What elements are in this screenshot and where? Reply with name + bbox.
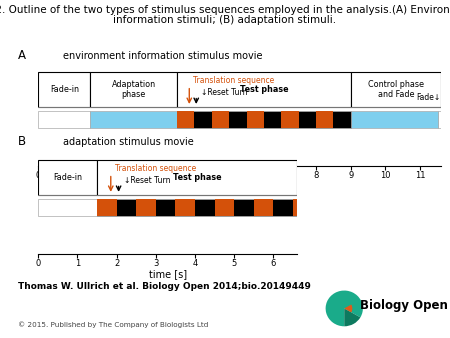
Text: adaptation stimulus movie: adaptation stimulus movie [63, 137, 194, 147]
Text: ↓Reset Turn: ↓Reset Turn [201, 88, 247, 97]
Text: Fade↓: Fade↓ [417, 93, 441, 102]
Bar [97, 199, 117, 216]
Text: Fig. 2. Outline of the two types of stimulus sequences employed in the analysis.: Fig. 2. Outline of the two types of stim… [0, 5, 450, 15]
Bar [293, 199, 297, 216]
Bar [90, 111, 177, 128]
Text: Biology Open: Biology Open [360, 299, 448, 312]
Bar [97, 160, 297, 195]
Text: ↓Reset Turn: ↓Reset Turn [124, 176, 170, 185]
Text: Translation sequence: Translation sequence [193, 76, 274, 85]
X-axis label: time [s]: time [s] [220, 182, 259, 192]
Text: Fade-in: Fade-in [50, 85, 79, 94]
Bar [351, 72, 441, 107]
Bar [176, 199, 195, 216]
Bar [136, 199, 156, 216]
Bar [212, 111, 229, 128]
Bar [38, 160, 97, 195]
X-axis label: time [s]: time [s] [148, 269, 187, 280]
Bar [351, 111, 437, 128]
Bar [247, 111, 264, 128]
Text: Adaptation
phase: Adaptation phase [112, 80, 156, 99]
Bar [177, 111, 351, 128]
Bar [254, 199, 274, 216]
Bar [97, 199, 297, 216]
Text: environment information stimulus movie: environment information stimulus movie [63, 51, 262, 61]
Text: Fade-in: Fade-in [53, 173, 82, 182]
Bar [90, 72, 177, 107]
Text: Test phase: Test phase [173, 173, 221, 182]
Text: © 2015. Published by The Company of Biologists Ltd: © 2015. Published by The Company of Biol… [18, 322, 208, 329]
Bar [316, 111, 333, 128]
Text: Control phase
and Fade: Control phase and Fade [368, 80, 424, 99]
Bar [437, 111, 441, 128]
Bar [38, 199, 97, 216]
Text: Translation sequence: Translation sequence [115, 164, 196, 173]
Text: Thomas W. Ullrich et al. Biology Open 2014;bio.20149449: Thomas W. Ullrich et al. Biology Open 20… [18, 282, 311, 291]
Wedge shape [344, 308, 360, 326]
Wedge shape [326, 291, 363, 326]
Text: A: A [18, 49, 26, 62]
Bar [281, 111, 299, 128]
Bar [177, 111, 194, 128]
Bar [38, 72, 90, 107]
Bar [38, 111, 90, 128]
Text: information stimuli; (B) adaptation stimuli.: information stimuli; (B) adaptation stim… [113, 15, 337, 25]
Wedge shape [344, 305, 352, 312]
Text: Test phase: Test phase [239, 85, 288, 94]
Text: B: B [18, 136, 26, 148]
Bar [177, 72, 351, 107]
Bar [215, 199, 234, 216]
